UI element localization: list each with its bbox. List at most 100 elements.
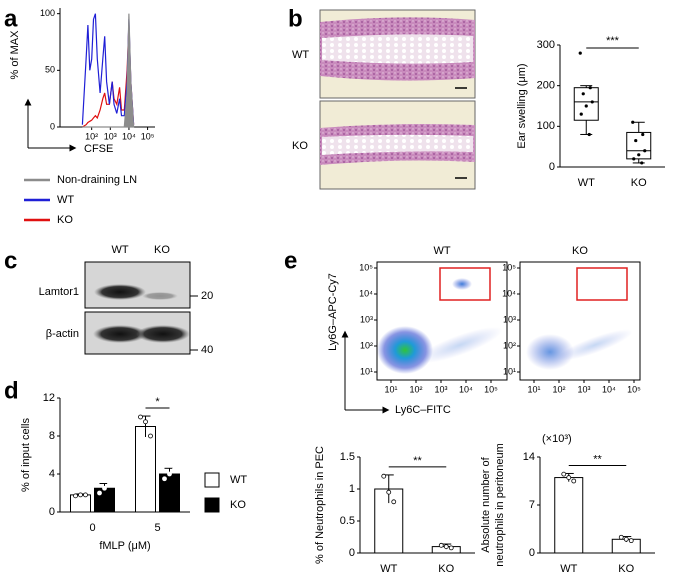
y-tick-label: 10⁴ xyxy=(359,288,373,298)
x-tick-label: 10⁴ xyxy=(459,384,473,394)
flow-title: KO xyxy=(572,245,588,257)
point xyxy=(386,489,392,495)
x-tick-label: 10¹ xyxy=(384,384,397,394)
x-tick-label: 10⁵ xyxy=(627,384,641,394)
y-tick-label: 10⁵ xyxy=(359,262,373,272)
point xyxy=(167,471,172,477)
flow-density xyxy=(526,334,574,370)
tissue xyxy=(322,134,473,155)
y-tick-label: 0 xyxy=(50,121,55,131)
band xyxy=(136,325,190,343)
y-tick-label: 300 xyxy=(537,39,555,51)
panel-label: a xyxy=(4,5,18,32)
y-axis-label: Ear swelling (μm) xyxy=(516,63,528,148)
flow-density xyxy=(452,278,472,290)
y-tick-label: 0.5 xyxy=(340,515,355,527)
point xyxy=(634,138,638,143)
panel-label: c xyxy=(4,247,17,274)
marker-label: 20 xyxy=(201,290,213,302)
box xyxy=(573,87,599,121)
legend-swatch xyxy=(204,472,220,488)
point xyxy=(579,112,583,116)
x-tick-label: KO xyxy=(618,563,634,575)
x-tick-label: 10⁴ xyxy=(122,131,136,141)
lane-label: KO xyxy=(154,244,170,256)
y-axis-label: Ly6G–APC-Cy7 xyxy=(327,273,339,351)
x-tick-label: 10³ xyxy=(104,131,117,141)
point xyxy=(138,414,143,420)
x-tick-label: 0 xyxy=(89,522,95,534)
x-axis-label: CFSE xyxy=(84,143,113,155)
point xyxy=(581,92,585,96)
gate xyxy=(576,267,628,301)
bar xyxy=(135,426,156,513)
legend-label: KO xyxy=(230,499,246,511)
point xyxy=(438,542,444,548)
gate xyxy=(439,267,491,301)
point xyxy=(571,478,577,484)
flow-density xyxy=(377,326,433,374)
x-tick-label: 10² xyxy=(409,384,422,394)
y-tick-label: 10⁴ xyxy=(502,288,516,298)
legend-label: WT xyxy=(230,474,247,486)
y-tick-label: 8 xyxy=(49,430,55,442)
point xyxy=(162,476,167,482)
y-tick-label: 50 xyxy=(45,65,55,75)
series-line xyxy=(82,24,135,128)
x-tick-label: WT xyxy=(560,563,577,575)
significance: ** xyxy=(413,455,422,467)
point xyxy=(566,475,572,480)
y-tick-label: 100 xyxy=(537,120,555,132)
y-axis-label: neutrophils in peritoneum xyxy=(494,443,506,567)
x-tick-label: KO xyxy=(438,563,454,575)
y-axis-label: Absolute number of xyxy=(480,456,492,552)
point xyxy=(102,485,107,491)
protein-label: Lamtor1 xyxy=(39,286,79,298)
band xyxy=(94,284,146,300)
flow-title: WT xyxy=(433,245,450,257)
point xyxy=(640,161,644,165)
legend-swatch xyxy=(204,497,220,513)
x-tick-label: 5 xyxy=(154,522,160,534)
x-tick-label: WT xyxy=(380,563,397,575)
point xyxy=(628,538,634,544)
y-tick-label: 10³ xyxy=(503,314,516,324)
x-tick-label: 10³ xyxy=(434,384,447,394)
series-line xyxy=(82,13,135,128)
y-tick-label: 0 xyxy=(349,547,355,559)
y-tick-label: 12 xyxy=(43,392,55,404)
point xyxy=(83,492,88,498)
point xyxy=(107,481,112,486)
bar xyxy=(554,477,584,554)
y-tick-label: 0 xyxy=(49,506,55,518)
point xyxy=(637,153,641,157)
point xyxy=(632,157,636,161)
y-axis-label: % of input cells xyxy=(20,418,32,492)
x-tick-label: 10³ xyxy=(577,384,590,394)
flow-density xyxy=(557,329,633,361)
series-line xyxy=(81,13,135,125)
point xyxy=(73,493,78,499)
point xyxy=(381,473,387,479)
point xyxy=(148,433,153,439)
x-tick-label: WT xyxy=(578,177,595,189)
annotation: (×10³) xyxy=(542,433,572,445)
y-tick-label: 1.5 xyxy=(340,451,355,463)
blot-image xyxy=(84,261,191,309)
y-tick-label: 10¹ xyxy=(503,366,516,376)
point xyxy=(97,490,102,496)
x-tick-label: 10⁵ xyxy=(484,384,498,394)
y-tick-label: 0 xyxy=(549,161,555,173)
point xyxy=(78,492,83,498)
y-axis-label: % of MAX xyxy=(9,30,21,80)
y-tick-label: 200 xyxy=(537,80,555,92)
point xyxy=(143,419,148,425)
band xyxy=(142,292,178,300)
flow xyxy=(341,261,641,414)
significance: *** xyxy=(606,35,620,47)
image-label: WT xyxy=(292,49,309,61)
legend-label: Non-draining LN xyxy=(57,174,137,186)
x-tick-label: 10¹ xyxy=(527,384,540,394)
panel-label: d xyxy=(4,377,19,404)
